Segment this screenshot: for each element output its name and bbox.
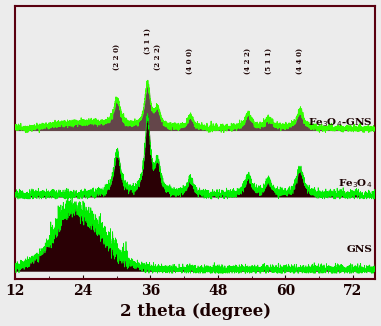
Text: (2 2 2): (2 2 2): [154, 44, 162, 70]
Text: (4 0 0): (4 0 0): [186, 48, 194, 74]
X-axis label: 2 theta (degree): 2 theta (degree): [120, 304, 271, 320]
Text: (2 2 0): (2 2 0): [113, 44, 121, 70]
Text: (4 4 0): (4 4 0): [296, 48, 304, 74]
Text: GNS: GNS: [347, 245, 373, 254]
Text: (4 2 2): (4 2 2): [244, 48, 252, 74]
Text: (3 1 1): (3 1 1): [144, 28, 152, 54]
Text: (5 1 1): (5 1 1): [264, 48, 272, 74]
Text: Fe$_3$O$_4$: Fe$_3$O$_4$: [338, 177, 373, 190]
Text: Fe$_3$O$_4$-GNS: Fe$_3$O$_4$-GNS: [308, 116, 373, 129]
